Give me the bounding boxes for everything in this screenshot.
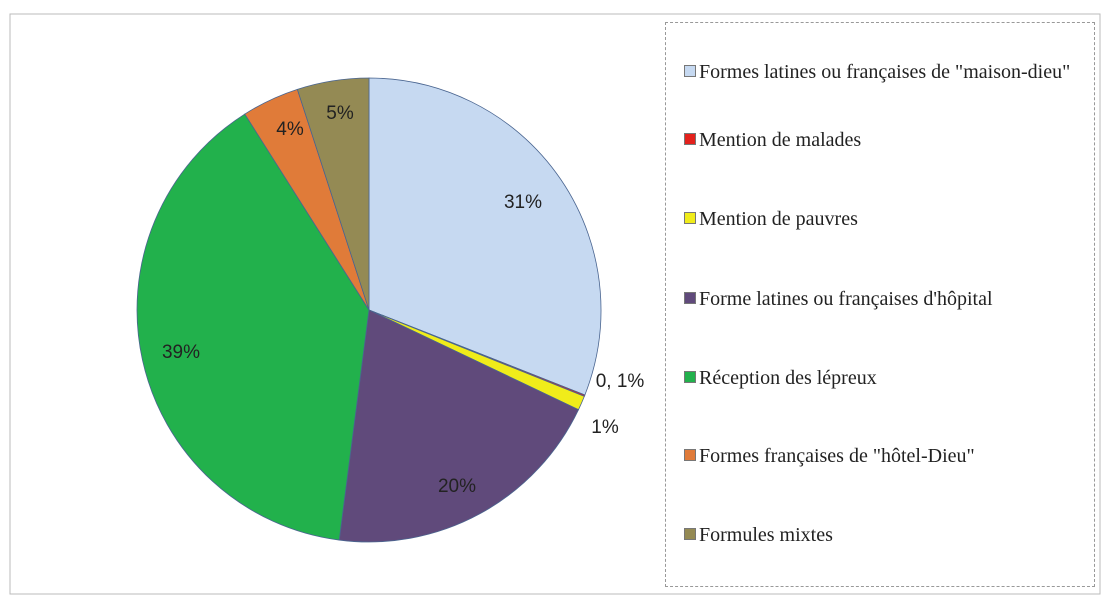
legend-label: Réception des lépreux — [699, 367, 877, 389]
data-label: 0, 1% — [596, 371, 645, 392]
legend-swatch — [684, 449, 696, 461]
legend-label: Forme latines ou françaises d'hôpital — [699, 288, 993, 310]
legend-swatch — [684, 65, 696, 77]
pie-slice — [296, 77, 370, 311]
data-label: 39% — [162, 342, 200, 363]
legend-swatch — [684, 371, 696, 383]
legend-item: Mention de pauvres — [684, 206, 1094, 232]
data-label: 20% — [438, 476, 476, 497]
data-label: 31% — [504, 192, 542, 213]
legend-swatch — [684, 292, 696, 304]
data-label: 4% — [276, 119, 304, 140]
legend-item: Formules mixtes — [684, 522, 1094, 548]
legend-swatch — [684, 528, 696, 540]
pie-slice — [338, 309, 580, 543]
legend-item: Mention de malades — [684, 127, 1094, 153]
legend-swatch — [684, 133, 696, 145]
legend: Formes latines ou françaises de "maison-… — [665, 22, 1095, 587]
legend-item: Formes latines ou françaises de "maison-… — [684, 59, 1094, 85]
legend-item: Formes françaises de "hôtel-Dieu" — [684, 443, 1094, 469]
legend-label: Mention de pauvres — [699, 208, 858, 230]
pie-slice — [136, 113, 370, 541]
legend-label: Mention de malades — [699, 129, 862, 151]
data-label: 1% — [591, 417, 619, 438]
legend-label: Formules mixtes — [699, 524, 833, 546]
legend-item: Réception des lépreux — [684, 365, 1094, 391]
chart-border — [9, 13, 1101, 595]
legend-item: Forme latines ou françaises d'hôpital — [684, 286, 1094, 312]
legend-swatch — [684, 212, 696, 224]
legend-label: Formes latines ou françaises de "maison-… — [699, 61, 1071, 83]
data-label: 5% — [326, 103, 354, 124]
pie-slice — [368, 77, 602, 396]
legend-label: Formes françaises de "hôtel-Dieu" — [699, 445, 975, 467]
